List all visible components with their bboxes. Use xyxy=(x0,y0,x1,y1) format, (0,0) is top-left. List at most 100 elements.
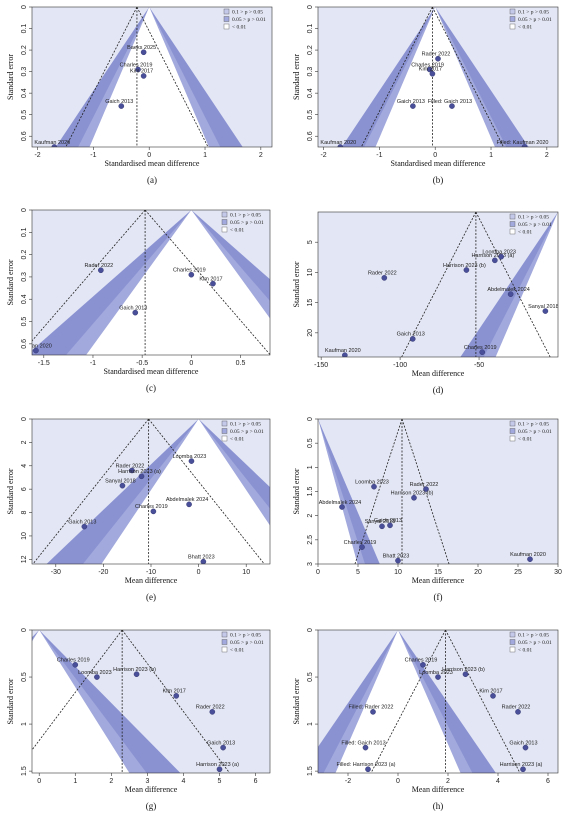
study-label-7: Gaich 2013 xyxy=(397,332,425,338)
legend-swatch-2 xyxy=(221,428,228,434)
panel-label: (a) xyxy=(147,175,157,185)
study-label-3: Harrison 2023 (b) xyxy=(113,667,156,673)
legend-swatch-2 xyxy=(223,16,230,22)
legend-label-3: < 0.01 xyxy=(518,25,532,31)
y-axis-label: Standard error xyxy=(6,678,15,724)
y-tick-label-2: 0.5 xyxy=(21,672,28,682)
y-tick-label-7: 0.6 xyxy=(307,131,314,141)
funnel-ci-right xyxy=(148,419,265,564)
study-point-1 xyxy=(98,267,104,274)
study-label-3: Harrison 2023 (a) xyxy=(118,469,161,475)
study-label-2: Loomba 2023 xyxy=(78,670,112,676)
y-tick-label-1: 0 xyxy=(21,628,28,632)
y-tick-label-2: 10 xyxy=(307,268,314,276)
y-tick-label-5: 0.4 xyxy=(21,88,28,98)
legend: 0.1 > p > 0.050.05 > p > 0.01 < 0.01 xyxy=(221,211,264,234)
contour-white-region xyxy=(101,419,270,564)
study-label-3: Harrison 2023 (b) xyxy=(443,263,486,269)
study-label-5: Filled: Gaich 2013 xyxy=(428,99,472,105)
y-tick-label-1: 0 xyxy=(21,208,28,212)
legend-swatch-3 xyxy=(223,23,230,30)
y-tick-label-4: 0.3 xyxy=(21,67,28,77)
study-label-5: Abdelmalek 2024 xyxy=(487,287,530,293)
y-tick-label-4: 1.5 xyxy=(21,766,28,776)
funnel-ci-left xyxy=(401,212,477,357)
legend-label-1: 0.1 > p > 0.05 xyxy=(518,215,549,221)
legend-swatch-1 xyxy=(221,631,228,638)
y-tick-label-5: 2 xyxy=(307,514,314,518)
legend-label-2: 0.05 > p > 0.01 xyxy=(518,640,552,646)
legend-label-1: 0.1 > p > 0.05 xyxy=(518,10,549,16)
funnel-ci-right xyxy=(401,419,450,564)
study-point-4 xyxy=(381,275,388,281)
study-point-5 xyxy=(186,501,192,508)
funnel-ci-left xyxy=(354,419,403,564)
x-axis-label: Standardised mean difference xyxy=(105,159,200,168)
study-label-1: Rader 2022 xyxy=(422,51,451,57)
y-tick-label-2: 0.5 xyxy=(307,438,314,448)
y-axis-label: Standard error xyxy=(292,678,301,724)
x-axis-label: Standardised mean difference xyxy=(391,159,486,168)
study-label-7: Gaich 2013 xyxy=(509,740,537,746)
legend-swatch-1 xyxy=(509,213,516,220)
y-tick-label-1: 0 xyxy=(307,417,314,421)
study-label-7: Gaich 2013 xyxy=(68,519,96,525)
y-tick-label-3: 15 xyxy=(307,299,314,307)
study-label-6: Filled: Rader 2022 xyxy=(349,705,394,711)
study-label-8: Filled: Gaich 2013 xyxy=(341,740,385,746)
y-tick-label-4: 0.3 xyxy=(307,67,314,77)
study-point-2 xyxy=(498,253,504,260)
y-axis-label: Standard error xyxy=(6,259,15,305)
y-tick-label-1: 0 xyxy=(307,5,314,9)
x-axis-label: Mean difference xyxy=(125,785,178,794)
x-tick-label-3: -10 xyxy=(146,569,156,576)
study-point-9 xyxy=(520,766,526,773)
x-tick-label-1: -30 xyxy=(51,569,61,576)
y-tick-label-3: 0.2 xyxy=(307,45,314,55)
legend-swatch-2 xyxy=(509,16,516,22)
panel-label: (e) xyxy=(146,592,156,602)
x-tick-label-2: -1 xyxy=(90,152,96,159)
legend-swatch-3 xyxy=(509,646,516,653)
study-label-2: Charles 2019 xyxy=(173,267,206,273)
legend-label-3: < 0.01 xyxy=(230,437,244,443)
study-point-8 xyxy=(200,558,207,564)
study-label-4: Sanyal 2018 xyxy=(105,478,136,484)
x-tick-label-4: 0 xyxy=(189,360,193,367)
legend: 0.1 > p > 0.050.05 > p > 0.01 < 0.01 xyxy=(223,8,266,31)
study-label-8: Kaufman 2020 xyxy=(325,348,361,354)
legend-label-3: < 0.01 xyxy=(232,25,246,31)
study-label-3: Loomba 2023 xyxy=(419,670,453,676)
study-point-6 xyxy=(387,522,393,529)
y-tick-label-2: 0.1 xyxy=(21,24,28,34)
plot-area: Harrison 2023 (a)Loomba 2023 Harrison 202… xyxy=(318,212,558,357)
study-point-7 xyxy=(359,544,365,550)
study-label-6: Kaufman 2020 xyxy=(320,140,356,146)
x-tick-label-1: 0 xyxy=(37,778,41,785)
study-point-3 xyxy=(210,280,216,287)
legend-swatch-2 xyxy=(509,428,516,434)
y-tick-label-4: 20 xyxy=(307,329,314,337)
legend-swatch-2 xyxy=(221,219,228,225)
y-tick-label-3: 1 xyxy=(21,722,28,726)
y-tick-label-6: 0.5 xyxy=(307,110,314,120)
plot-frame xyxy=(31,6,273,148)
legend-swatch-1 xyxy=(509,631,516,638)
study-label-6: Gaich 2013 xyxy=(207,740,235,746)
study-point-4 xyxy=(339,504,345,510)
y-tick-label-4: 1.5 xyxy=(307,766,314,776)
funnel-ci-left xyxy=(370,630,446,773)
study-point-8 xyxy=(342,352,348,357)
legend-label-2: 0.05 > p > 0.01 xyxy=(518,429,552,435)
legend-swatch-3 xyxy=(509,228,516,235)
study-point-2 xyxy=(371,483,377,490)
x-tick-label-3: 10 xyxy=(394,569,402,576)
y-tick-label-3: 0.2 xyxy=(21,45,28,55)
study-label-2: Charles 2019 xyxy=(411,62,444,68)
study-label-4: Gaich 2013 xyxy=(119,305,147,311)
study-label-9: Charles 2019 xyxy=(464,345,497,351)
x-tick-label-5: 0.5 xyxy=(236,360,246,367)
